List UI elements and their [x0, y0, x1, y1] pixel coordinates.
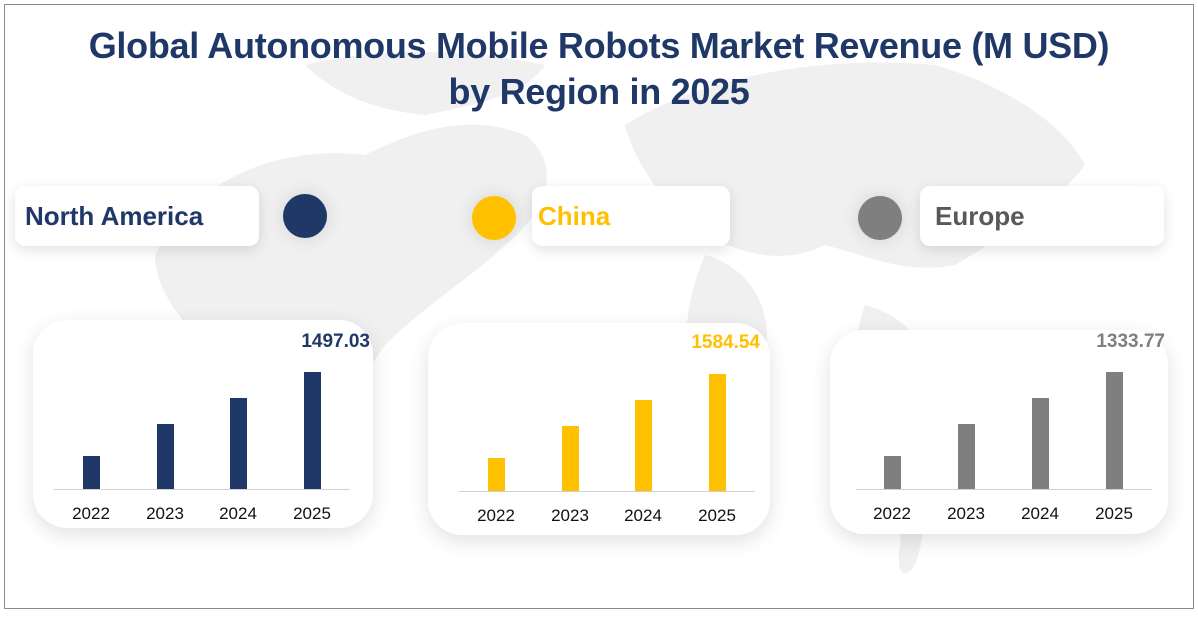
x-tick-label: 2023 [146, 504, 184, 523]
title-line-2: by Region in 2025 [448, 71, 750, 112]
bar-2022 [83, 456, 100, 489]
x-tick-label: 2022 [477, 506, 515, 525]
bar-2025 [304, 372, 321, 489]
bar-2024 [230, 398, 247, 489]
x-tick-label: 2024 [219, 504, 257, 523]
x-axis-line [54, 489, 350, 490]
value-label-2025: 1333.77 [1096, 331, 1165, 352]
bar-2025 [709, 374, 726, 491]
x-tick-label: 2025 [1095, 504, 1133, 523]
x-axis-line [856, 489, 1152, 490]
legend-dot-china [472, 196, 516, 240]
value-label-2025: 1584.54 [691, 332, 760, 353]
bar-2024 [1032, 398, 1049, 489]
chart-title: Global Autonomous Mobile Robots Market R… [5, 23, 1193, 115]
region-label-europe: Europe [920, 186, 1164, 246]
x-tick-label: 2025 [293, 504, 331, 523]
bar-2025 [1106, 372, 1123, 489]
region-label-north-america: North America [15, 186, 259, 246]
region-name: China [538, 200, 611, 231]
legend-dot-north-america [283, 194, 327, 238]
infographic-frame: Global Autonomous Mobile Robots Market R… [4, 4, 1194, 609]
x-tick-label: 2024 [1021, 504, 1059, 523]
x-tick-label: 2023 [947, 504, 985, 523]
bar-2023 [157, 424, 174, 489]
region-label-china: China [532, 186, 730, 246]
x-tick-label: 2022 [72, 504, 110, 523]
bar-2022 [884, 456, 901, 489]
title-line-1: Global Autonomous Mobile Robots Market R… [88, 25, 1110, 66]
x-tick-label: 2022 [873, 504, 911, 523]
bar-2024 [635, 400, 652, 491]
bar-2022 [488, 458, 505, 491]
legend-dot-europe [858, 196, 902, 240]
x-tick-label: 2024 [624, 506, 662, 525]
region-name: North America [25, 200, 204, 231]
value-label-2025: 1497.03 [301, 331, 370, 352]
x-tick-label: 2023 [551, 506, 589, 525]
x-axis-line [459, 491, 755, 492]
bar-2023 [562, 426, 579, 491]
region-name: Europe [935, 200, 1025, 231]
bar-2023 [958, 424, 975, 489]
x-tick-label: 2025 [698, 506, 736, 525]
